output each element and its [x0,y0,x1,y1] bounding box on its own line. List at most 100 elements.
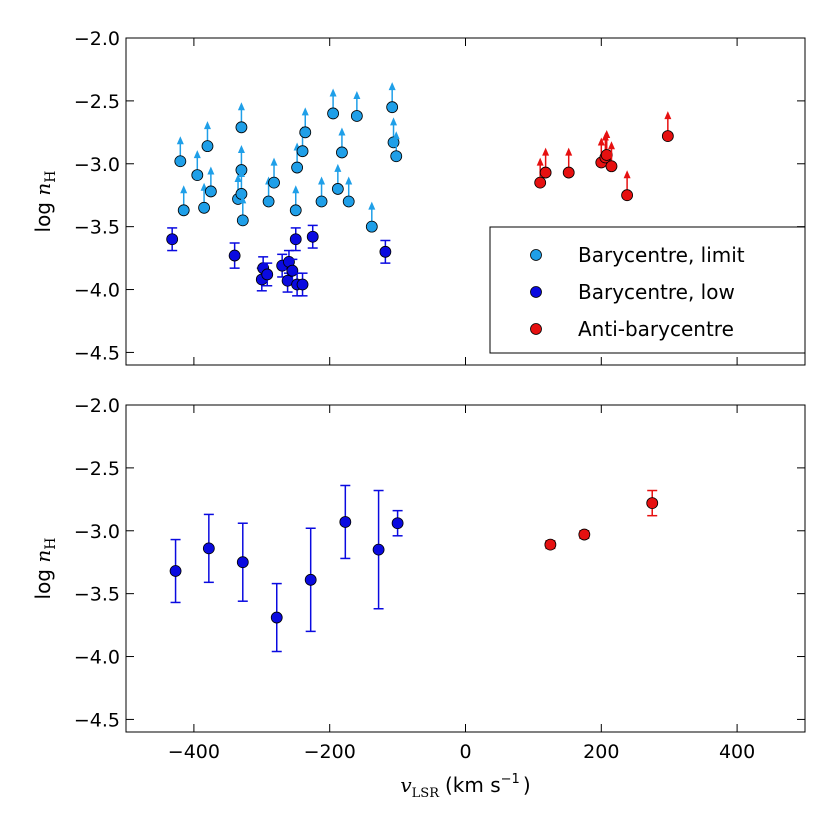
data-point [198,201,210,214]
x-axis-label-exp: −1 [501,772,520,787]
top-panel: −2.0 −2.5 −3.0 −3.5 −4.0 −4.5 log nH Barycentre… [31,28,806,366]
limit-arrow-head [237,102,245,111]
data-point [390,150,403,163]
limit-arrow-head [536,157,544,166]
data-point [289,204,302,217]
series-anti-barycentre [534,111,674,202]
series-barycentre [169,484,404,653]
y-axis-label-var: n [31,550,55,563]
data-point [177,204,190,217]
limit-arrow-head [334,163,342,172]
limit-arrow-head [353,90,361,99]
data-point [299,126,312,139]
limit-arrow-head [301,107,309,116]
data-point [296,145,309,158]
data-point [379,245,392,258]
y-tick-label: −2.5 [74,91,120,113]
data-point [270,611,283,624]
data-point [386,101,399,114]
limit-arrow-head [193,150,201,159]
y-axis-label-var: n [31,183,55,196]
x-tick-label: 400 [719,741,755,763]
data-point [372,543,385,556]
x-axis-label: vLSR (km s−1) [400,772,530,801]
data-point [600,149,613,161]
limit-arrow-head [623,170,631,179]
data-point [202,542,215,555]
data-point [291,161,304,174]
legend-label: Anti-barycentre [578,317,734,341]
data-point [336,146,348,159]
data-point [544,538,557,551]
data-point [327,107,339,120]
plot-frame [125,404,806,733]
y-axis-label-sub: H [43,538,59,550]
series-anti-barycentre [544,489,659,551]
y-axis-label: log nH [31,171,59,233]
data-point [562,166,575,179]
limit-arrow-head [237,168,245,177]
data-point [331,183,344,195]
limit-arrow-head [292,185,300,194]
data-point [296,278,309,291]
limit-arrow-head [392,131,400,140]
data-point [605,160,618,173]
data-point [621,189,634,202]
limit-arrow-head [270,157,278,166]
limit-arrow-head [237,145,245,154]
y-tick-label: −3.0 [74,154,120,176]
y-axis-label-sub: H [43,171,59,183]
data-point [166,233,179,246]
bottom-panel: −2.0 −2.5 −3.0 −3.5 −4.0 −4.5 −400 −200 0 200 400 l… [31,395,806,801]
data-point [169,565,182,577]
limit-arrow-head [176,136,184,145]
limit-arrow-head [207,166,215,175]
limit-arrow-head [607,141,615,150]
legend-label: Barycentre, limit [578,243,745,267]
data-point [646,497,659,510]
series-barycentre-limit [174,82,403,233]
y-axis-label-prefix: log [31,563,55,600]
data-point [174,155,187,168]
limit-arrow-head [542,147,550,156]
legend-box [489,226,806,354]
y-tick-label: −3.5 [74,584,120,606]
limit-arrow-head [234,173,242,182]
y-tick-label: −3.0 [74,521,120,543]
x-tick-label: 0 [459,741,471,763]
x-axis-label-close: ) [523,773,531,797]
limit-arrow-head [368,201,376,210]
limit-arrow-head [345,176,353,185]
x-tick-label: 200 [583,741,619,763]
data-point [534,176,547,189]
limit-arrow-head [388,82,396,91]
limit-arrow-head [318,176,326,185]
x-axis-label-unit: (km s [445,773,501,797]
legend: Barycentre, limit Barycentre, low Anti-bar… [489,226,806,354]
limit-arrow-head [597,137,605,146]
y-tick-label: −4.0 [74,647,120,669]
data-point [342,195,355,208]
legend-marker [530,323,542,335]
y-tick-label: −2.0 [74,395,120,417]
limit-arrow-head [390,117,398,126]
limit-arrow-head [180,185,188,194]
y-tick-label: −4.5 [74,709,120,731]
data-point [391,517,404,530]
legend-marker [530,249,542,261]
limit-arrow-head [603,129,611,138]
data-point [201,140,214,153]
limit-arrow-head [664,111,672,120]
y-tick-label: −3.5 [74,217,120,239]
limit-arrow-head [565,147,573,156]
data-point [228,249,241,262]
y-tick-label: −2.0 [74,28,120,50]
data-point [286,264,299,277]
y-tick-label: −2.5 [74,458,120,480]
series-barycentre-low [166,224,392,297]
y-axis-label: log nH [31,538,59,600]
data-point [262,195,275,208]
limit-arrow-head [329,88,337,97]
limit-arrow-head [338,127,346,136]
